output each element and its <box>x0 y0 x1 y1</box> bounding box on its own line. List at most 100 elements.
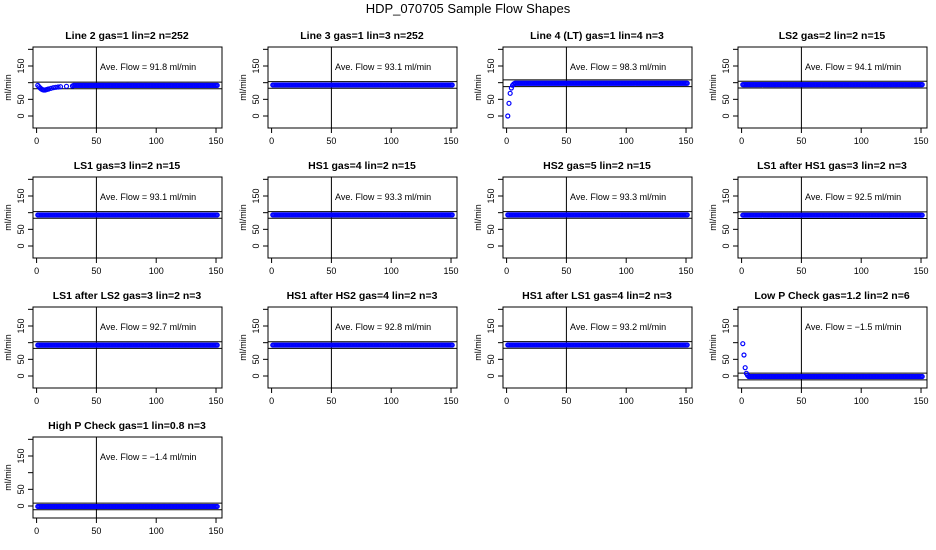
data-point <box>684 80 690 86</box>
x-tick-label: 0 <box>269 136 274 146</box>
panel-title: HS2 gas=5 lin=2 n=15 <box>543 160 651 172</box>
y-tick-label: 50 <box>721 354 731 364</box>
y-axis-label: ml/min <box>473 204 483 231</box>
plot-frame <box>737 306 928 389</box>
x-tick-label: 0 <box>504 396 509 406</box>
x-tick-label: 100 <box>384 396 399 406</box>
flow-panel: Line 3 gas=1 lin=3 n=252 0 50 100 150 0 50 150 m… <box>235 25 469 155</box>
x-tick-label: 50 <box>796 396 806 406</box>
plot-frame <box>502 306 693 389</box>
flow-plot: HS1 after HS2 gas=4 lin=2 n=3 0 50 100 150 0 5… <box>238 290 459 406</box>
y-tick-label: 150 <box>486 318 496 333</box>
data-point <box>63 83 70 89</box>
x-tick-label: 0 <box>269 396 274 406</box>
plot-frame <box>502 176 693 259</box>
average-flow-annotation: Ave. Flow = 92.7 ml/min <box>100 322 196 332</box>
x-tick-label: 150 <box>209 136 224 146</box>
flow-panel: HS1 after HS2 gas=4 lin=2 n=3 0 50 100 150 0 5… <box>235 285 469 415</box>
y-tick-label: 150 <box>721 58 731 73</box>
y-tick-label: 0 <box>251 113 261 118</box>
x-tick-label: 100 <box>854 266 869 276</box>
data-point <box>741 352 747 358</box>
y-tick-label: 150 <box>251 188 261 203</box>
x-tick-label: 0 <box>34 396 39 406</box>
x-tick-label: 100 <box>619 136 634 146</box>
y-tick-label: 50 <box>251 354 261 364</box>
y-tick-label: 150 <box>251 58 261 73</box>
data-point <box>506 100 512 106</box>
x-tick-label: 50 <box>91 136 101 146</box>
flow-plot: Low P Check gas=1.2 lin=2 n=6 0 50 100 150 0 5… <box>708 290 929 406</box>
x-tick-label: 150 <box>914 396 929 406</box>
average-flow-annotation: Ave. Flow = 92.8 ml/min <box>335 322 431 332</box>
average-flow-annotation: Ave. Flow = 93.1 ml/min <box>335 62 431 72</box>
data-point <box>53 84 59 90</box>
x-tick-label: 50 <box>561 266 571 276</box>
x-tick-label: 100 <box>149 136 164 146</box>
plot-frame <box>502 46 693 129</box>
x-tick-label: 0 <box>504 136 509 146</box>
plot-frame <box>32 176 223 259</box>
y-tick-label: 0 <box>486 243 496 248</box>
data-point <box>214 503 220 510</box>
data-point <box>742 365 748 371</box>
x-tick-label: 100 <box>149 396 164 406</box>
x-tick-label: 50 <box>326 136 336 146</box>
flow-plot: Line 4 (LT) gas=1 lin=4 n=3 0 50 100 150 0 50 1… <box>473 30 694 146</box>
flow-panel: Low P Check gas=1.2 lin=2 n=6 0 50 100 150 0 5… <box>705 285 936 415</box>
x-tick-label: 150 <box>209 526 224 536</box>
flow-panel: High P Check gas=1 lin=0.8 n=3 0 50 100 150 0… <box>0 415 234 545</box>
y-tick-label: 0 <box>16 373 26 378</box>
flow-panel: Line 2 gas=1 lin=2 n=252 0 50 100 150 0 50 150 m… <box>0 25 234 155</box>
x-tick-label: 50 <box>326 396 336 406</box>
x-tick-label: 150 <box>209 396 224 406</box>
y-axis-label: ml/min <box>238 74 248 101</box>
data-point <box>507 90 513 96</box>
flow-panel: HS2 gas=5 lin=2 n=15 0 50 100 150 0 50 150 ml/mi… <box>470 155 704 285</box>
data-point <box>508 85 514 91</box>
panel-title: Line 4 (LT) gas=1 lin=4 n=3 <box>530 30 664 42</box>
x-tick-label: 150 <box>914 266 929 276</box>
panel-title: Line 2 gas=1 lin=2 n=252 <box>65 30 189 42</box>
x-tick-label: 150 <box>209 266 224 276</box>
flow-plot: High P Check gas=1 lin=0.8 n=3 0 50 100 150 0… <box>3 420 224 536</box>
y-tick-label: 0 <box>486 373 496 378</box>
panel-title: HS1 after LS1 gas=4 lin=2 n=3 <box>522 290 672 302</box>
flow-plot: HS2 gas=5 lin=2 n=150 50 100 150050150ml/mi… <box>473 160 694 276</box>
flow-panel: LS1 gas=3 lin=2 n=15 0 50 100 150 0 50 150 ml/mi… <box>0 155 234 285</box>
x-tick-label: 50 <box>796 136 806 146</box>
y-tick-label: 50 <box>16 484 26 494</box>
y-axis-label: ml/min <box>3 74 13 101</box>
x-tick-label: 150 <box>444 396 459 406</box>
flow-plot: HS1 after LS1 gas=4 lin=2 n=3 0 50 100 150 0 5… <box>473 290 694 406</box>
y-tick-label: 50 <box>16 224 26 234</box>
x-tick-label: 50 <box>91 396 101 406</box>
panel-title: LS1 after HS1 gas=3 lin=2 n=3 <box>757 160 907 172</box>
data-point <box>55 84 61 90</box>
y-tick-label: 50 <box>16 354 26 364</box>
flow-panel: LS2 gas=2 lin=2 n=15 0 50 100 150 0 50 150 ml/mi… <box>705 25 936 155</box>
average-flow-annotation: Ave. Flow = 91.8 ml/min <box>100 62 196 72</box>
x-tick-label: 150 <box>444 136 459 146</box>
y-axis-label: ml/min <box>238 334 248 361</box>
y-tick-label: 150 <box>486 188 496 203</box>
plot-frame <box>267 306 458 389</box>
x-tick-label: 100 <box>149 526 164 536</box>
x-tick-label: 50 <box>326 266 336 276</box>
data-point <box>505 113 511 119</box>
average-flow-annotation: Ave. Flow = 94.1 ml/min <box>805 62 901 72</box>
main-title: HDP_070705 Sample Flow Shapes <box>365 1 571 16</box>
flow-plot: LS1 after HS1 gas=3 lin=2 n=3 0 50 100 150 0 5… <box>708 160 929 276</box>
y-axis-label: ml/min <box>473 74 483 101</box>
plot-frame <box>267 176 458 259</box>
y-tick-label: 0 <box>16 113 26 118</box>
y-axis-label: ml/min <box>708 204 718 231</box>
average-flow-annotation: Ave. Flow = −1.4 ml/min <box>100 452 196 462</box>
panel-title: LS2 gas=2 lin=2 n=15 <box>779 30 886 42</box>
data-point <box>45 86 52 92</box>
panel-title: Low P Check gas=1.2 lin=2 n=6 <box>754 290 909 302</box>
average-flow-annotation: Ave. Flow = 93.1 ml/min <box>100 192 196 202</box>
data-point <box>50 85 56 91</box>
flow-panel: LS1 after HS1 gas=3 lin=2 n=3 0 50 100 150 0 5… <box>705 155 936 285</box>
y-tick-label: 150 <box>16 188 26 203</box>
